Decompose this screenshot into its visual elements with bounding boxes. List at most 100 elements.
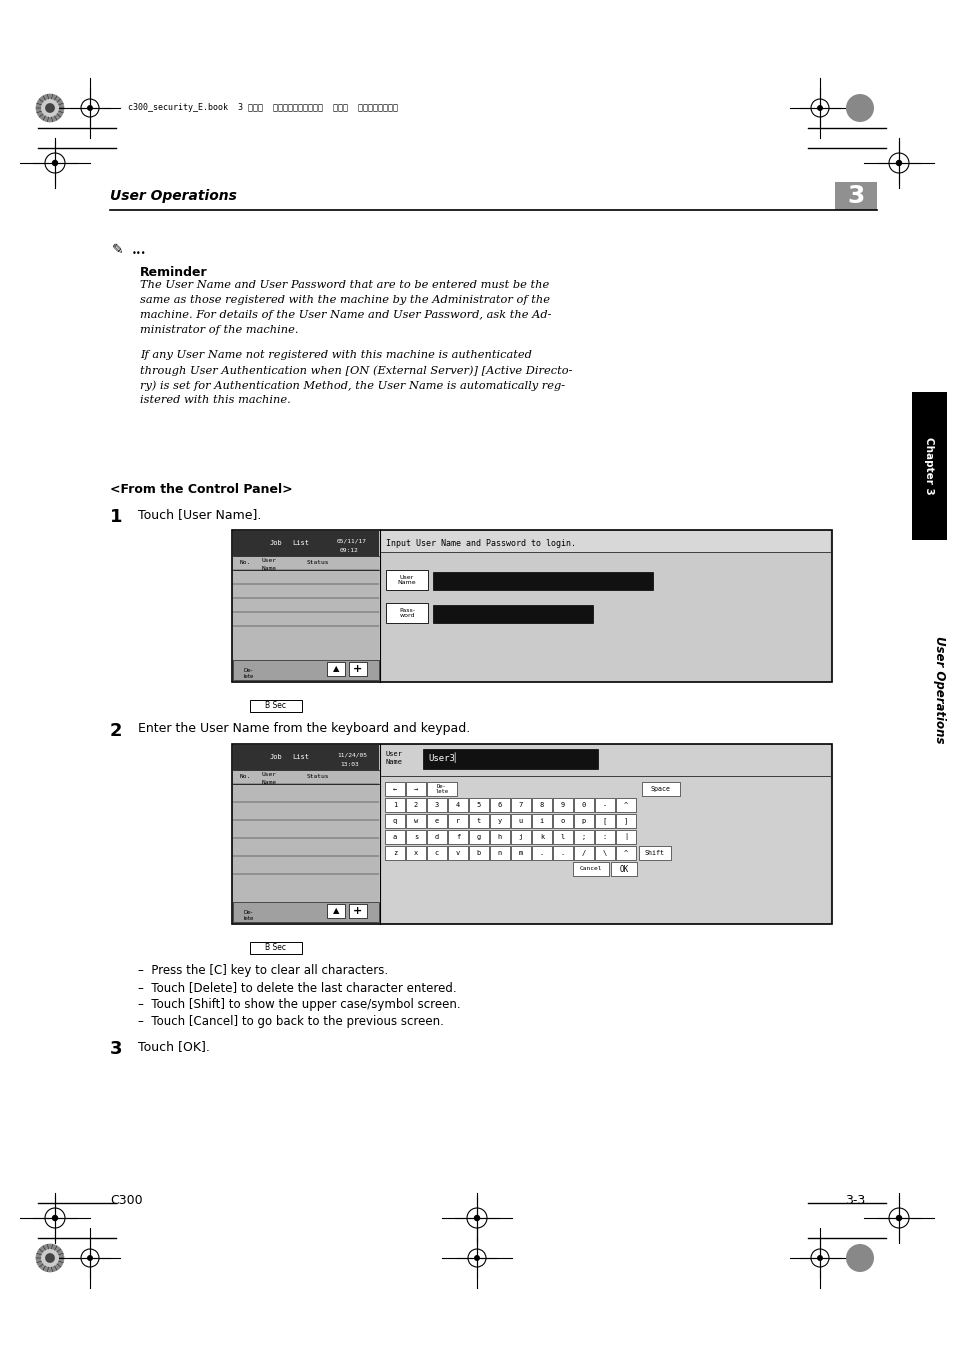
Circle shape	[817, 105, 821, 111]
FancyBboxPatch shape	[250, 942, 302, 954]
Text: If any User Name not registered with this machine is authenticated: If any User Name not registered with thi…	[140, 350, 532, 360]
Circle shape	[36, 95, 64, 122]
Text: Pass-
word: Pass- word	[398, 608, 415, 618]
FancyBboxPatch shape	[427, 782, 456, 796]
FancyBboxPatch shape	[532, 798, 552, 811]
Text: g: g	[476, 834, 480, 840]
Text: –  Touch [Delete] to delete the last character entered.: – Touch [Delete] to delete the last char…	[138, 981, 456, 994]
Circle shape	[41, 1249, 59, 1268]
Text: s: s	[414, 834, 417, 840]
Text: 05/11/17: 05/11/17	[336, 539, 367, 544]
Text: Job: Job	[270, 540, 282, 545]
Text: 3: 3	[846, 184, 863, 208]
Text: ]: ]	[623, 818, 627, 825]
Circle shape	[475, 1256, 478, 1261]
FancyBboxPatch shape	[490, 846, 510, 860]
Text: j: j	[518, 834, 522, 840]
Text: List: List	[292, 540, 309, 545]
Text: ▲: ▲	[333, 664, 339, 674]
Text: The User Name and User Password that are to be entered must be the: The User Name and User Password that are…	[140, 279, 549, 290]
FancyBboxPatch shape	[327, 662, 345, 676]
Text: Space: Space	[650, 786, 670, 792]
Text: C300: C300	[110, 1193, 143, 1207]
Text: .: .	[560, 850, 564, 856]
FancyBboxPatch shape	[616, 830, 636, 844]
FancyBboxPatch shape	[448, 846, 468, 860]
Circle shape	[845, 95, 873, 122]
Text: q: q	[393, 818, 396, 824]
Text: ✎: ✎	[112, 243, 124, 256]
FancyBboxPatch shape	[595, 814, 615, 828]
Text: User: User	[262, 772, 276, 778]
FancyBboxPatch shape	[532, 846, 552, 860]
FancyBboxPatch shape	[834, 182, 876, 211]
Text: Cancel: Cancel	[579, 867, 601, 872]
Text: k: k	[539, 834, 543, 840]
FancyBboxPatch shape	[380, 745, 829, 923]
FancyBboxPatch shape	[574, 798, 594, 811]
Text: ministrator of the machine.: ministrator of the machine.	[140, 325, 298, 335]
Text: User
Name: User Name	[397, 575, 416, 586]
FancyBboxPatch shape	[385, 798, 405, 811]
Text: same as those registered with the machine by the Administrator of the: same as those registered with the machin…	[140, 296, 550, 305]
Text: List: List	[292, 755, 309, 760]
Text: De-: De-	[244, 910, 253, 914]
Text: 2: 2	[110, 722, 122, 740]
Text: User: User	[386, 751, 402, 757]
Text: 1: 1	[393, 802, 396, 809]
Text: No.: No.	[240, 560, 251, 566]
FancyBboxPatch shape	[911, 392, 946, 540]
FancyBboxPatch shape	[406, 830, 426, 844]
FancyBboxPatch shape	[469, 846, 489, 860]
FancyBboxPatch shape	[616, 798, 636, 811]
Circle shape	[817, 1256, 821, 1261]
Circle shape	[88, 1256, 92, 1261]
Text: ▲: ▲	[333, 906, 339, 915]
Text: a: a	[393, 834, 396, 840]
FancyBboxPatch shape	[595, 830, 615, 844]
Text: Touch [OK].: Touch [OK].	[138, 1040, 210, 1053]
Text: B Sec: B Sec	[265, 942, 286, 952]
Circle shape	[36, 1243, 64, 1272]
FancyBboxPatch shape	[490, 814, 510, 828]
FancyBboxPatch shape	[386, 570, 428, 590]
Text: w: w	[414, 818, 417, 824]
Text: User: User	[262, 559, 276, 563]
FancyBboxPatch shape	[469, 814, 489, 828]
Text: 1: 1	[110, 508, 122, 526]
Circle shape	[41, 99, 59, 117]
Text: Reminder: Reminder	[140, 266, 208, 279]
Text: OK: OK	[618, 864, 628, 873]
Text: 2: 2	[414, 802, 417, 809]
FancyBboxPatch shape	[427, 798, 447, 811]
FancyBboxPatch shape	[422, 749, 598, 770]
Text: 4: 4	[456, 802, 459, 809]
Text: \: \	[602, 850, 606, 856]
Text: ry) is set for Authentication Method, the User Name is automatically reg-: ry) is set for Authentication Method, th…	[140, 379, 564, 390]
Text: /: /	[581, 850, 585, 856]
Text: c300_security_E.book  3 ページ  ２００７年４月１１日  水曜日  午前１０時４２分: c300_security_E.book 3 ページ ２００７年４月１１日 水曜…	[128, 104, 397, 112]
FancyBboxPatch shape	[553, 798, 573, 811]
FancyBboxPatch shape	[349, 662, 367, 676]
FancyBboxPatch shape	[233, 902, 378, 922]
Text: Input User Name and Password to login.: Input User Name and Password to login.	[386, 539, 576, 548]
FancyBboxPatch shape	[448, 814, 468, 828]
FancyBboxPatch shape	[250, 701, 302, 711]
Text: Job: Job	[270, 755, 282, 760]
Text: [: [	[602, 818, 606, 825]
Text: 0: 0	[581, 802, 585, 809]
Circle shape	[45, 1253, 55, 1262]
FancyBboxPatch shape	[385, 846, 405, 860]
FancyBboxPatch shape	[490, 798, 510, 811]
FancyBboxPatch shape	[553, 846, 573, 860]
FancyBboxPatch shape	[433, 605, 593, 622]
FancyBboxPatch shape	[427, 814, 447, 828]
FancyBboxPatch shape	[385, 830, 405, 844]
FancyBboxPatch shape	[553, 830, 573, 844]
Text: De-: De-	[244, 667, 253, 672]
Text: u: u	[518, 818, 522, 824]
FancyBboxPatch shape	[610, 863, 637, 876]
FancyBboxPatch shape	[406, 782, 426, 796]
FancyBboxPatch shape	[380, 531, 829, 680]
FancyBboxPatch shape	[327, 904, 345, 918]
